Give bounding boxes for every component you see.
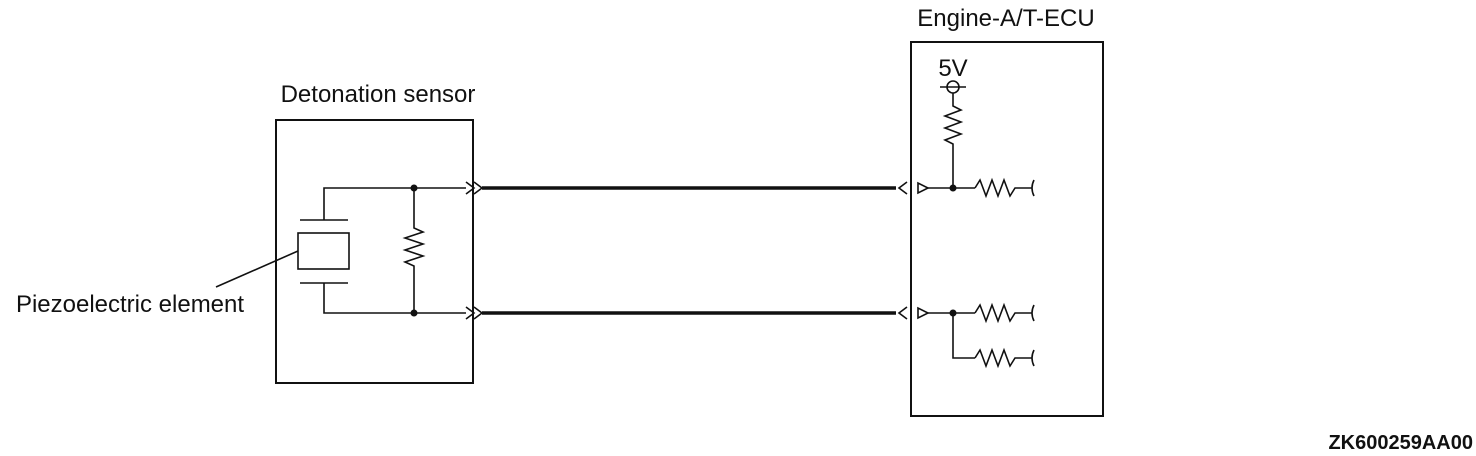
terminal-bracket-icon bbox=[1031, 179, 1035, 197]
sensor-box bbox=[275, 119, 474, 384]
resistor-icon bbox=[974, 302, 1032, 324]
resistor-icon bbox=[974, 177, 1032, 199]
supply-label: 5V bbox=[938, 55, 967, 82]
junction-dot bbox=[410, 309, 418, 317]
sensor-lower-wire bbox=[323, 283, 466, 314]
junction-dot bbox=[410, 184, 418, 192]
connector-arrow-icon bbox=[897, 181, 908, 195]
ecu-label: Engine-A/T-ECU bbox=[917, 5, 1094, 32]
piezoelectric-element-icon bbox=[297, 219, 350, 284]
connector-arrow-icon bbox=[897, 306, 908, 320]
terminal-bracket-icon bbox=[1031, 349, 1035, 367]
input-terminal-icon bbox=[917, 306, 930, 320]
resistor-icon bbox=[402, 188, 426, 313]
piezo-leader-line bbox=[215, 250, 299, 288]
supply-terminal-icon bbox=[940, 80, 966, 94]
resistor-icon bbox=[942, 93, 964, 188]
detonation-sensor bbox=[215, 119, 484, 384]
terminal-bracket-icon bbox=[1031, 304, 1035, 322]
piezo-label: Piezoelectric element bbox=[16, 291, 244, 318]
junction-dot bbox=[949, 184, 957, 192]
sensor-upper-wire bbox=[323, 187, 466, 220]
engine-at-ecu: 5V bbox=[897, 41, 1104, 417]
diagram-code: ZK600259AA00 bbox=[1328, 432, 1473, 454]
sensor-label: Detonation sensor bbox=[281, 81, 476, 108]
input-terminal-icon bbox=[917, 181, 930, 195]
resistor-icon bbox=[974, 347, 1032, 369]
ecu-box bbox=[910, 41, 1104, 417]
